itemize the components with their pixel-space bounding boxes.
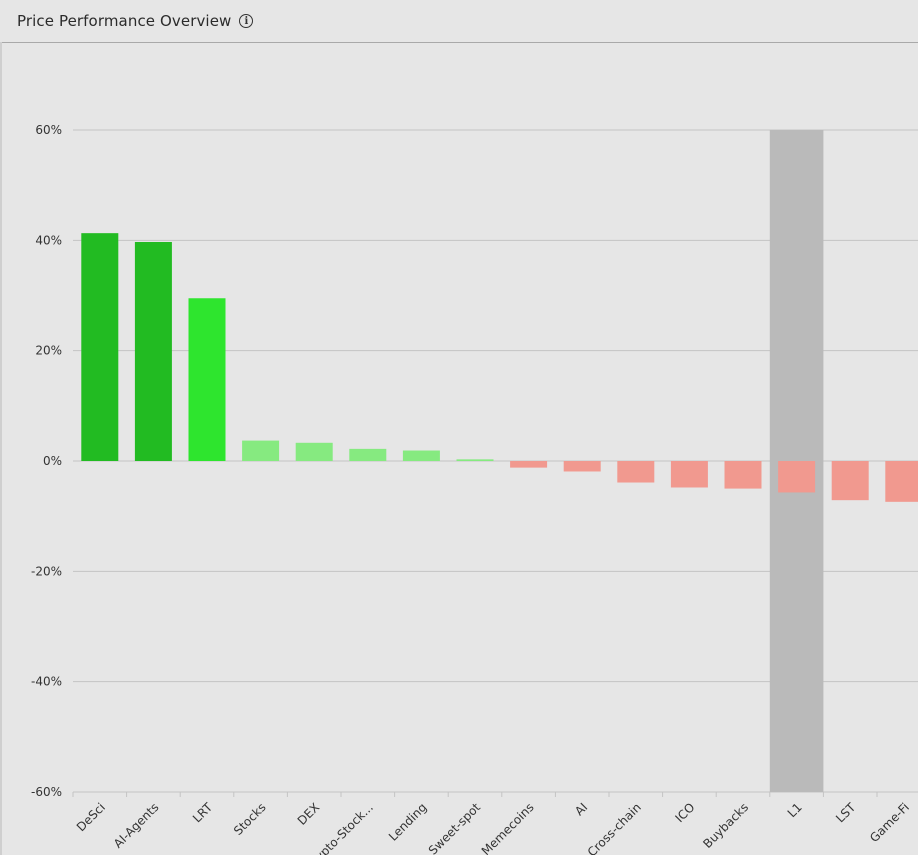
panel-left-border xyxy=(0,42,2,855)
y-tick-label: -40% xyxy=(31,675,62,689)
bar-lst[interactable] xyxy=(831,461,869,501)
bar-buybacks[interactable] xyxy=(724,461,762,489)
bar-game-fi[interactable] xyxy=(885,461,918,502)
chart-header: Price Performance Overview i xyxy=(0,0,918,43)
x-tick-label: ICO xyxy=(673,800,698,825)
y-tick-label: 0% xyxy=(43,454,62,468)
y-tick-label: 20% xyxy=(35,344,62,358)
x-tick-label: Memecoins xyxy=(479,800,537,855)
bar-memecoins[interactable] xyxy=(510,461,548,468)
x-tick-label: L1 xyxy=(785,800,805,820)
bar-crypto-stock[interactable] xyxy=(349,448,387,461)
x-tick-label: Cross-chain xyxy=(585,800,644,855)
x-tick-label: LST xyxy=(833,800,859,826)
x-tick-label: Lending xyxy=(386,800,430,844)
x-tick-label: AI xyxy=(572,800,590,818)
x-tick-label: DeSci xyxy=(74,800,108,834)
bar-ai[interactable] xyxy=(563,461,601,472)
x-tick-label: LRT xyxy=(190,800,216,826)
y-tick-label: -60% xyxy=(31,785,62,799)
x-tick-label: Sweet-spot xyxy=(426,800,484,855)
bar-ico[interactable] xyxy=(670,461,708,488)
x-tick-label: Buybacks xyxy=(700,800,751,851)
x-tick-label: DEX xyxy=(295,800,323,828)
bar-sweet-spot[interactable] xyxy=(456,459,494,461)
bar-stocks[interactable] xyxy=(242,440,280,461)
x-axis-ticks: DeSci AI-Agents LRT Stocks DEXCrypto-Stock..… xyxy=(74,800,912,855)
x-tick-label: AI-Agents xyxy=(111,800,162,851)
y-tick-label: 60% xyxy=(35,123,62,137)
bar-desci[interactable] xyxy=(81,233,119,461)
x-tick-label: Game-Fi xyxy=(867,800,912,845)
y-axis-ticks: 60% 40% 20% 0% -20% -40% -60% xyxy=(31,123,62,799)
bar-ai-agents[interactable] xyxy=(134,241,172,461)
chart-title: Price Performance Overview xyxy=(17,12,232,30)
y-tick-label: 40% xyxy=(35,233,62,247)
y-tick-label: -20% xyxy=(31,564,62,578)
x-tick-label: Stocks xyxy=(231,800,269,838)
bar-cross-chain[interactable] xyxy=(617,461,655,483)
bar-lending[interactable] xyxy=(402,450,440,461)
info-icon[interactable]: i xyxy=(239,14,254,28)
bars xyxy=(81,233,918,502)
bar-dex[interactable] xyxy=(295,442,333,461)
bar-lrt[interactable] xyxy=(188,298,226,461)
bar-l1[interactable] xyxy=(778,461,816,493)
